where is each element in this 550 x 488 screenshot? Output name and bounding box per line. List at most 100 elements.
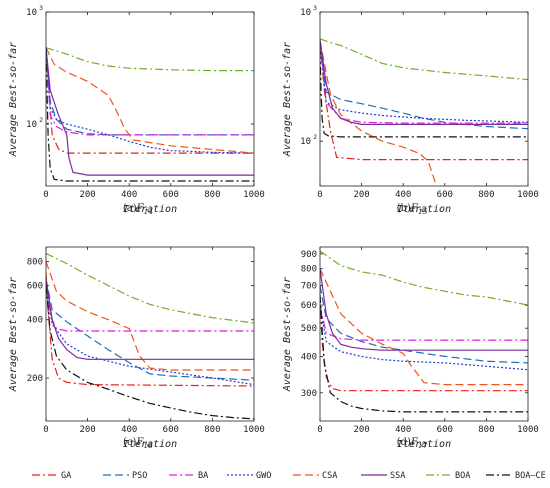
series-line-csa bbox=[46, 47, 254, 154]
x-tick-label: 600 bbox=[437, 190, 453, 200]
y-tick-label: 500 bbox=[301, 324, 317, 334]
series-line-ga bbox=[46, 272, 254, 387]
x-tick-label: 200 bbox=[79, 425, 95, 435]
panel-caption: (d)F17 bbox=[397, 437, 428, 450]
y-tick-label: 400 bbox=[301, 352, 317, 362]
y-tick-label: 400 bbox=[27, 316, 43, 326]
plot-frame bbox=[45, 11, 255, 187]
series-line-boa bbox=[46, 47, 254, 72]
series-line-csa bbox=[320, 268, 528, 386]
x-axis-label: Iteration bbox=[397, 204, 451, 215]
x-tick-label: 0 bbox=[317, 190, 322, 200]
x-tick-label: 400 bbox=[121, 425, 137, 435]
y-tick-label: 900 bbox=[301, 250, 317, 260]
series-line-ba bbox=[320, 304, 528, 341]
plot-frame bbox=[319, 11, 529, 187]
series-line-pso bbox=[46, 47, 254, 136]
series-line-boa bbox=[320, 250, 528, 306]
chart-panel-17: 0 200 400 600 800 1000 300 400 500 600 700 800 900 It… bbox=[282, 246, 539, 450]
series-line-boa bbox=[46, 252, 254, 324]
panel-caption: (b)F15 bbox=[397, 203, 428, 216]
series-line-ssa bbox=[46, 278, 254, 360]
legend-label-ssa: SSA bbox=[390, 471, 405, 481]
y-tick-exponent: 3 bbox=[313, 4, 317, 12]
y-tick-exponent: 3 bbox=[39, 4, 43, 12]
series-line-ssa bbox=[46, 47, 254, 176]
x-tick-label: 800 bbox=[204, 190, 220, 200]
series-line-boa-ce bbox=[46, 285, 254, 420]
x-axis-label: Iteration bbox=[123, 204, 177, 215]
x-tick-label: 1000 bbox=[243, 190, 265, 200]
series-line-ga bbox=[320, 40, 528, 161]
x-tick-label: 200 bbox=[79, 190, 95, 200]
x-tick-label: 800 bbox=[204, 425, 220, 435]
plot-frame bbox=[319, 246, 529, 422]
series-line-gwo bbox=[46, 47, 254, 154]
x-tick-label: 600 bbox=[163, 425, 179, 435]
legend-label-boa-ce: BOA—CE bbox=[515, 471, 546, 481]
series-line-ga bbox=[46, 47, 254, 154]
series-line-gwo bbox=[46, 285, 254, 386]
x-axis-label: Iteration bbox=[123, 439, 177, 450]
y-tick-label: 10 bbox=[300, 8, 311, 18]
y-axis-label: Average Best-so-far bbox=[8, 42, 19, 157]
legend: GA PSO BA GWO CSA SSA BOA BOA—CE bbox=[32, 471, 546, 481]
x-tick-label: 200 bbox=[353, 190, 369, 200]
series-line-ga bbox=[320, 294, 528, 392]
series-line-ba bbox=[46, 285, 254, 332]
y-tick-label: 800 bbox=[27, 257, 43, 267]
x-tick-label: 400 bbox=[121, 190, 137, 200]
x-tick-label: 1000 bbox=[517, 190, 539, 200]
legend-label-ba: BA bbox=[198, 471, 208, 481]
y-tick-label: 600 bbox=[301, 301, 317, 311]
x-tick-label: 400 bbox=[395, 190, 411, 200]
series-line-gwo bbox=[320, 304, 528, 371]
y-tick-label: 700 bbox=[301, 282, 317, 292]
series-line-boa-ce bbox=[320, 294, 528, 413]
panel-caption: (c)F16 bbox=[123, 437, 153, 450]
y-tick-label: 600 bbox=[27, 282, 43, 292]
y-axis-label: Average Best-so-far bbox=[282, 42, 293, 157]
legend-label-pso: PSO bbox=[132, 471, 147, 481]
series-line-csa bbox=[320, 40, 438, 186]
series-line-boa-ce bbox=[46, 47, 254, 182]
x-tick-label: 0 bbox=[43, 425, 48, 435]
x-tick-label: 1000 bbox=[243, 425, 265, 435]
y-tick-label: 800 bbox=[301, 265, 317, 275]
series-line-pso bbox=[320, 40, 528, 130]
x-tick-label: 800 bbox=[478, 190, 494, 200]
y-axis-label: Average Best-so-far bbox=[282, 277, 293, 392]
plot-frame bbox=[45, 246, 255, 422]
x-axis-label: Iteration bbox=[397, 439, 451, 450]
x-tick-label: 600 bbox=[163, 190, 179, 200]
y-tick-exponent: 2 bbox=[39, 116, 43, 124]
y-tick-label: 10 bbox=[26, 8, 37, 18]
x-tick-label: 1000 bbox=[517, 425, 539, 435]
legend-label-boa: BOA bbox=[455, 471, 470, 481]
y-tick-exponent: 2 bbox=[313, 133, 317, 141]
y-tick-label: 200 bbox=[27, 374, 43, 384]
series-line-ssa bbox=[320, 268, 528, 351]
x-tick-label: 200 bbox=[353, 425, 369, 435]
y-tick-label: 300 bbox=[301, 389, 317, 399]
chart-panel-16: 0 200 400 600 800 1000 200 400 600 800 Iteration Av… bbox=[8, 246, 265, 450]
x-tick-label: 0 bbox=[317, 425, 322, 435]
series-line-ssa bbox=[320, 40, 528, 126]
legend-label-csa: CSA bbox=[322, 471, 337, 481]
y-tick-label: 10 bbox=[300, 137, 311, 147]
x-tick-label: 0 bbox=[43, 190, 48, 200]
series-line-csa bbox=[46, 261, 254, 371]
legend-label-gwo: GWO bbox=[256, 471, 271, 481]
series-line-pso bbox=[46, 278, 254, 381]
series-line-boa bbox=[320, 38, 528, 81]
y-tick-label: 10 bbox=[26, 120, 37, 130]
x-tick-label: 800 bbox=[478, 425, 494, 435]
series-line-gwo bbox=[320, 40, 528, 123]
legend-label-ga: GA bbox=[61, 471, 71, 481]
x-tick-label: 400 bbox=[395, 425, 411, 435]
y-axis-label: Average Best-so-far bbox=[8, 277, 19, 392]
series-line-ba bbox=[46, 47, 254, 136]
